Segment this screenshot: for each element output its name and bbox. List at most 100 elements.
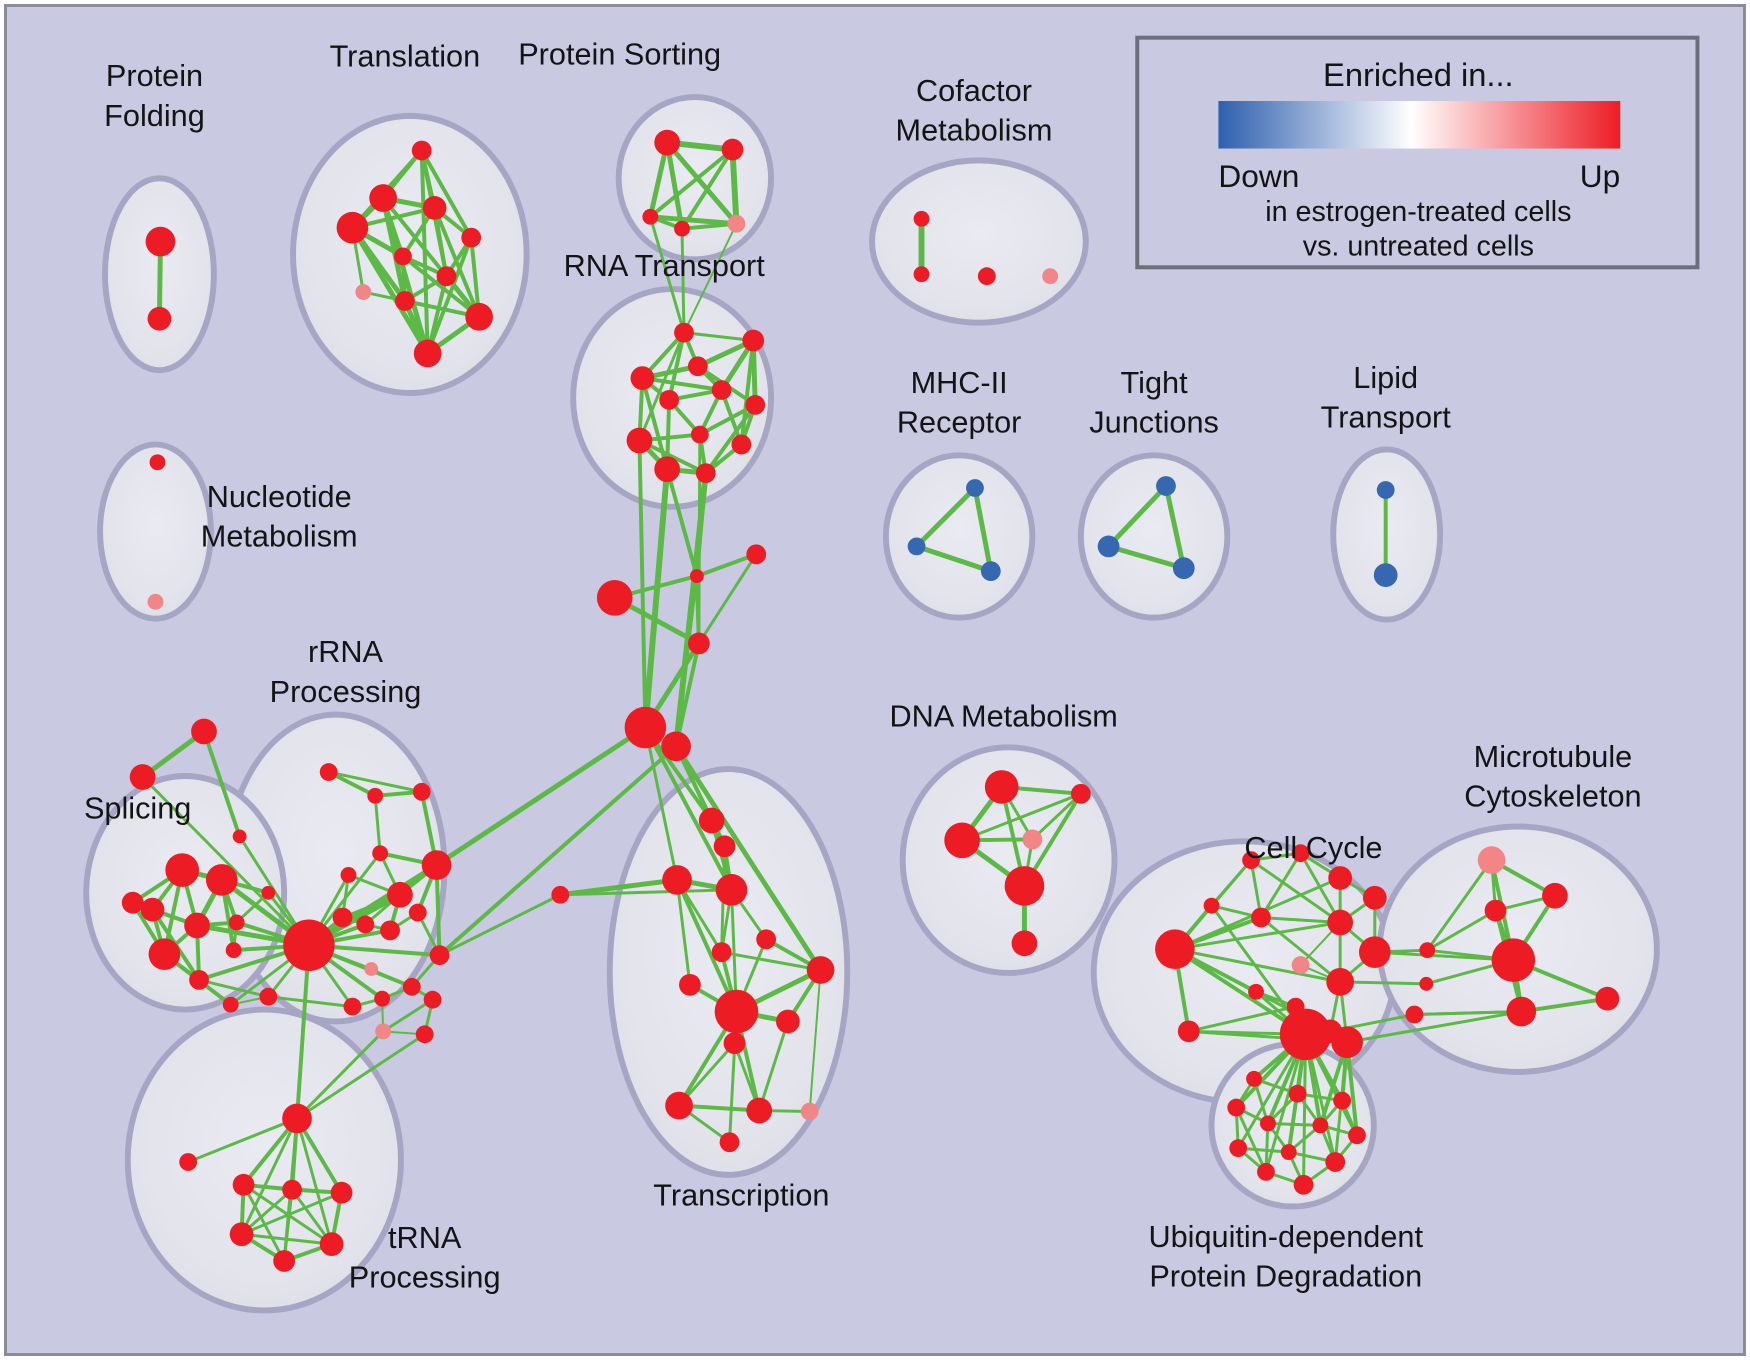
gene-set-node-down[interactable] [1097, 535, 1120, 558]
gene-set-node-up[interactable] [283, 919, 335, 971]
gene-set-node-up[interactable] [1251, 907, 1271, 928]
gene-set-node-up[interactable] [715, 873, 748, 906]
gene-set-node-up[interactable] [714, 989, 759, 1034]
gene-set-node-up[interactable] [387, 881, 413, 908]
gene-set-node-up[interactable] [913, 210, 930, 227]
gene-set-node-up[interactable] [189, 969, 209, 990]
gene-set-node-up[interactable] [984, 770, 1019, 804]
gene-set-node-up[interactable] [147, 306, 172, 331]
gene-set-node-up[interactable] [191, 718, 217, 745]
gene-set-node-up[interactable] [222, 996, 239, 1013]
gene-set-node-up[interactable] [1542, 882, 1568, 909]
gene-set-node-up[interactable] [1362, 885, 1387, 910]
gene-set-node-up[interactable] [319, 763, 338, 781]
gene-set-node-up-weak[interactable] [1042, 268, 1059, 285]
gene-set-node-up[interactable] [1312, 1117, 1329, 1134]
gene-set-node-up[interactable] [1484, 899, 1507, 922]
gene-set-node-up[interactable] [184, 912, 210, 939]
gene-set-node-up[interactable] [1331, 1026, 1363, 1059]
gene-set-node-up[interactable] [687, 632, 710, 655]
gene-set-node-up[interactable] [408, 903, 427, 922]
gene-set-node-up[interactable] [1288, 1084, 1307, 1103]
gene-set-node-up[interactable] [630, 366, 655, 391]
gene-set-node-up[interactable] [232, 829, 247, 844]
gene-set-node-down[interactable] [1373, 563, 1398, 587]
gene-set-node-up[interactable] [145, 226, 176, 257]
gene-set-node-up[interactable] [1328, 866, 1353, 890]
gene-set-node-up[interactable] [436, 266, 457, 287]
gene-set-node-up-weak[interactable] [1291, 956, 1310, 974]
gene-set-node-up[interactable] [1326, 968, 1355, 996]
gene-set-node-up[interactable] [429, 945, 450, 966]
gene-set-node-down[interactable] [1376, 481, 1395, 499]
gene-set-node-up[interactable] [654, 129, 681, 156]
gene-set-node-up[interactable] [642, 208, 659, 225]
gene-set-node-up-weak[interactable] [375, 1023, 392, 1040]
gene-set-node-up[interactable] [756, 929, 777, 950]
gene-set-node-up[interactable] [165, 853, 200, 887]
gene-set-node-up-weak[interactable] [1477, 846, 1506, 874]
gene-set-node-down[interactable] [907, 537, 926, 556]
gene-set-node-up[interactable] [742, 329, 765, 352]
gene-set-node-up[interactable] [719, 1132, 740, 1153]
gene-set-node-up[interactable] [232, 1173, 255, 1196]
gene-set-node-up[interactable] [1248, 983, 1264, 1000]
gene-set-node-up[interactable] [1405, 1005, 1424, 1024]
gene-set-node-up[interactable] [711, 380, 732, 400]
gene-set-node-up[interactable] [713, 835, 736, 858]
gene-set-node-up[interactable] [1595, 986, 1620, 1011]
gene-set-node-up[interactable] [731, 434, 752, 455]
gene-set-node-up[interactable] [372, 845, 389, 862]
gene-set-node-up[interactable] [1203, 897, 1220, 914]
gene-set-node-up-weak[interactable] [727, 214, 746, 233]
gene-set-node-up[interactable] [1246, 1070, 1262, 1087]
gene-set-node-up[interactable] [356, 915, 375, 934]
gene-set-node-up[interactable] [1491, 938, 1536, 982]
gene-set-node-up[interactable] [1227, 1098, 1246, 1117]
gene-set-node-up[interactable] [1259, 1115, 1276, 1132]
gene-set-node-up[interactable] [343, 997, 362, 1016]
gene-set-node-up[interactable] [665, 1091, 693, 1120]
gene-set-node-up[interactable] [461, 227, 482, 248]
gene-set-node-up[interactable] [340, 867, 357, 883]
gene-set-node-up[interactable] [229, 1222, 254, 1247]
gene-set-node-up[interactable] [1242, 851, 1260, 870]
gene-set-node-up[interactable] [1279, 1008, 1332, 1061]
gene-set-node-down[interactable] [966, 479, 984, 497]
gene-set-node-up[interactable] [465, 302, 493, 331]
gene-set-node-up[interactable] [745, 394, 766, 415]
gene-set-node-up[interactable] [1506, 996, 1537, 1027]
gene-set-node-up[interactable] [776, 1009, 800, 1034]
gene-set-node-up[interactable] [679, 973, 701, 996]
gene-set-node-up[interactable] [411, 140, 432, 161]
gene-set-node-up[interactable] [746, 1097, 773, 1124]
gene-set-node-up[interactable] [415, 1025, 434, 1044]
gene-set-node-up[interactable] [413, 339, 442, 368]
gene-set-node-up[interactable] [626, 427, 653, 454]
gene-set-node-up[interactable] [674, 220, 690, 237]
gene-set-node-up[interactable] [1177, 1020, 1200, 1043]
gene-set-node-up[interactable] [369, 184, 397, 212]
gene-set-node-up[interactable] [394, 291, 415, 311]
gene-set-node-up[interactable] [367, 787, 384, 804]
gene-set-node-up-weak[interactable] [355, 284, 372, 300]
gene-set-node-up[interactable] [259, 987, 278, 1006]
gene-set-node-up[interactable] [374, 990, 391, 1007]
gene-set-node-up[interactable] [1280, 1144, 1297, 1161]
gene-set-node-up[interactable] [1327, 909, 1354, 936]
gene-set-node-up[interactable] [695, 463, 716, 484]
gene-set-node-down[interactable] [1172, 557, 1195, 580]
gene-set-node-up[interactable] [1419, 942, 1436, 959]
gene-set-node-up[interactable] [336, 211, 369, 244]
gene-set-node-up[interactable] [711, 942, 732, 963]
gene-set-node-up[interactable] [129, 764, 156, 790]
gene-set-node-up-weak[interactable] [800, 1102, 819, 1121]
gene-set-node-up[interactable] [149, 454, 166, 471]
gene-set-node-up[interactable] [179, 1153, 198, 1171]
gene-set-node-up[interactable] [723, 1032, 746, 1055]
gene-set-node-up[interactable] [913, 266, 930, 283]
gene-set-node-up[interactable] [687, 356, 708, 377]
gene-set-node-up[interactable] [380, 920, 400, 941]
gene-set-node-up[interactable] [273, 1250, 296, 1272]
gene-set-node-up[interactable] [1325, 1152, 1346, 1172]
